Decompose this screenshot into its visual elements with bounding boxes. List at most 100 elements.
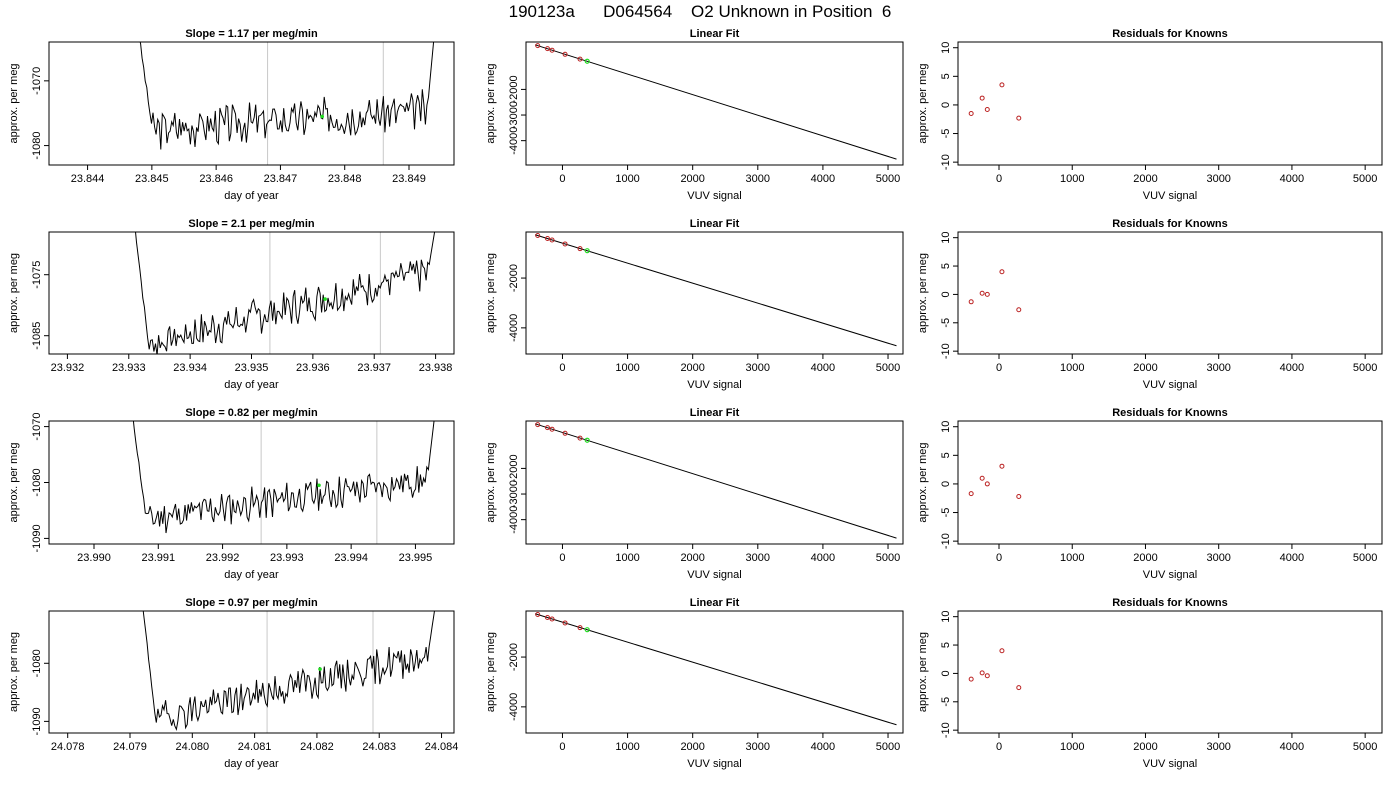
y-tick-label: -5: [940, 129, 952, 139]
y-tick-label: -5: [940, 318, 952, 328]
x-tick-label: 1000: [615, 362, 639, 374]
chart-title: Residuals for Knowns: [1112, 28, 1228, 40]
plot-frame: [957, 231, 1383, 355]
signal-trace: [132, 421, 435, 534]
y-axis-label: approx. per meg: [8, 632, 20, 712]
unknown-marker: [318, 667, 322, 671]
unknown-marker: [323, 297, 327, 301]
y-tick-label: -4000: [508, 314, 520, 342]
page-title: 190123a D064564 O2 Unknown in Position 6: [508, 2, 892, 21]
unknown-point: [584, 627, 590, 633]
residual-point: [979, 670, 985, 676]
unknown-marker: [320, 114, 325, 119]
x-tick-label: 2000: [1133, 552, 1157, 564]
known-point: [562, 241, 568, 247]
x-tick-label: 3000: [746, 362, 770, 374]
x-tick-label: 2000: [680, 552, 704, 564]
residual-point: [968, 491, 974, 497]
chart-panel-6: Residuals for Knowns 0 1000 2000 3000 4000 500…: [917, 218, 1383, 391]
residual-point: [984, 673, 990, 679]
residual-point: [968, 299, 974, 305]
y-axis-label: approx. per meg: [485, 253, 497, 333]
x-tick-label: 0: [996, 173, 1002, 185]
y-tick-label: -1085: [31, 322, 43, 350]
chart-title: Slope = 0.97 per meg/min: [185, 597, 318, 609]
x-tick-label: 23.932: [51, 362, 85, 374]
x-tick-label: 1000: [1060, 173, 1084, 185]
known-point: [577, 625, 583, 631]
residual-point: [979, 290, 985, 296]
y-axis-label: approx. per meg: [485, 442, 497, 522]
x-tick-label: 5000: [1353, 362, 1377, 374]
y-tick-label: -4000: [508, 693, 520, 721]
x-tick-label: 5000: [1353, 173, 1377, 185]
chart-title: Linear Fit: [690, 28, 740, 40]
y-axis-label: approx. per meg: [917, 632, 929, 712]
plot-frame: [957, 610, 1383, 734]
y-tick-label: -1080: [31, 132, 43, 160]
residual-point: [1016, 685, 1022, 691]
y-axis-label: approx. per meg: [8, 63, 20, 143]
x-tick-label: 4000: [1280, 362, 1304, 374]
y-tick-label: -10: [940, 722, 952, 738]
x-tick-label: 0: [996, 362, 1002, 374]
plot-frame: [48, 610, 455, 734]
y-tick-label: -1070: [31, 67, 43, 95]
y-tick-label: -1080: [31, 649, 43, 677]
chart-panel-12: Residuals for Knowns 0 1000 2000 3000 4000 500…: [917, 597, 1383, 770]
x-tick-label: 3000: [1206, 552, 1230, 564]
signal-trace: [142, 611, 435, 731]
y-axis-label: approx. per meg: [485, 632, 497, 712]
residual-point: [1016, 494, 1022, 500]
x-tick-label: 4000: [1280, 173, 1304, 185]
residual-point: [968, 111, 974, 117]
known-point: [577, 246, 583, 252]
plot-frame: [48, 231, 455, 355]
signal-trace: [135, 232, 436, 354]
y-tick-label: 10: [940, 611, 952, 623]
x-tick-label: 23.993: [270, 552, 304, 564]
x-tick-label: 5000: [876, 552, 900, 564]
x-tick-label: 0: [559, 362, 565, 374]
x-tick-label: 24.080: [175, 741, 209, 753]
chart-title: Linear Fit: [690, 218, 740, 230]
x-tick-label: 2000: [1133, 741, 1157, 753]
plot-frame: [48, 420, 455, 545]
chart-title: Slope = 1.17 per meg/min: [185, 28, 318, 40]
residual-point: [979, 475, 985, 481]
plot-frame: [525, 41, 904, 166]
y-tick-label: -1070: [31, 413, 43, 441]
x-tick-label: 24.082: [300, 741, 334, 753]
y-tick-label: -1080: [31, 468, 43, 496]
x-tick-label: 4000: [811, 362, 835, 374]
y-tick-label: 10: [940, 232, 952, 244]
x-tick-label: 1000: [615, 552, 639, 564]
unknown-point: [584, 248, 590, 254]
x-tick-label: 3000: [1206, 173, 1230, 185]
x-tick-label: 23.844: [71, 173, 105, 185]
x-tick-label: 4000: [1280, 552, 1304, 564]
known-point: [535, 43, 541, 49]
residual-point: [999, 648, 1005, 654]
y-tick-label: 0: [940, 291, 952, 297]
plot-frame: [957, 420, 1383, 545]
x-tick-label: 23.846: [199, 173, 233, 185]
x-tick-label: 23.992: [206, 552, 240, 564]
y-tick-label: -10: [940, 343, 952, 359]
y-axis-label: approx. per meg: [8, 253, 20, 333]
x-axis-label: day of year: [224, 190, 279, 202]
chart-title: Slope = 2.1 per meg/min: [188, 218, 315, 230]
y-tick-label: -1090: [31, 524, 43, 552]
y-tick-label: -2000: [508, 643, 520, 671]
x-tick-label: 23.849: [392, 173, 426, 185]
known-point: [577, 56, 583, 62]
y-tick-label: 0: [940, 102, 952, 108]
known-point: [544, 425, 550, 431]
x-tick-label: 0: [559, 741, 565, 753]
y-tick-label: 5: [940, 73, 952, 79]
x-tick-label: 4000: [811, 173, 835, 185]
x-axis-label: VUV signal: [687, 758, 741, 770]
y-axis-label: approx. per meg: [917, 253, 929, 333]
x-axis-label: VUV signal: [1143, 758, 1197, 770]
y-axis-label: approx. per meg: [917, 63, 929, 143]
